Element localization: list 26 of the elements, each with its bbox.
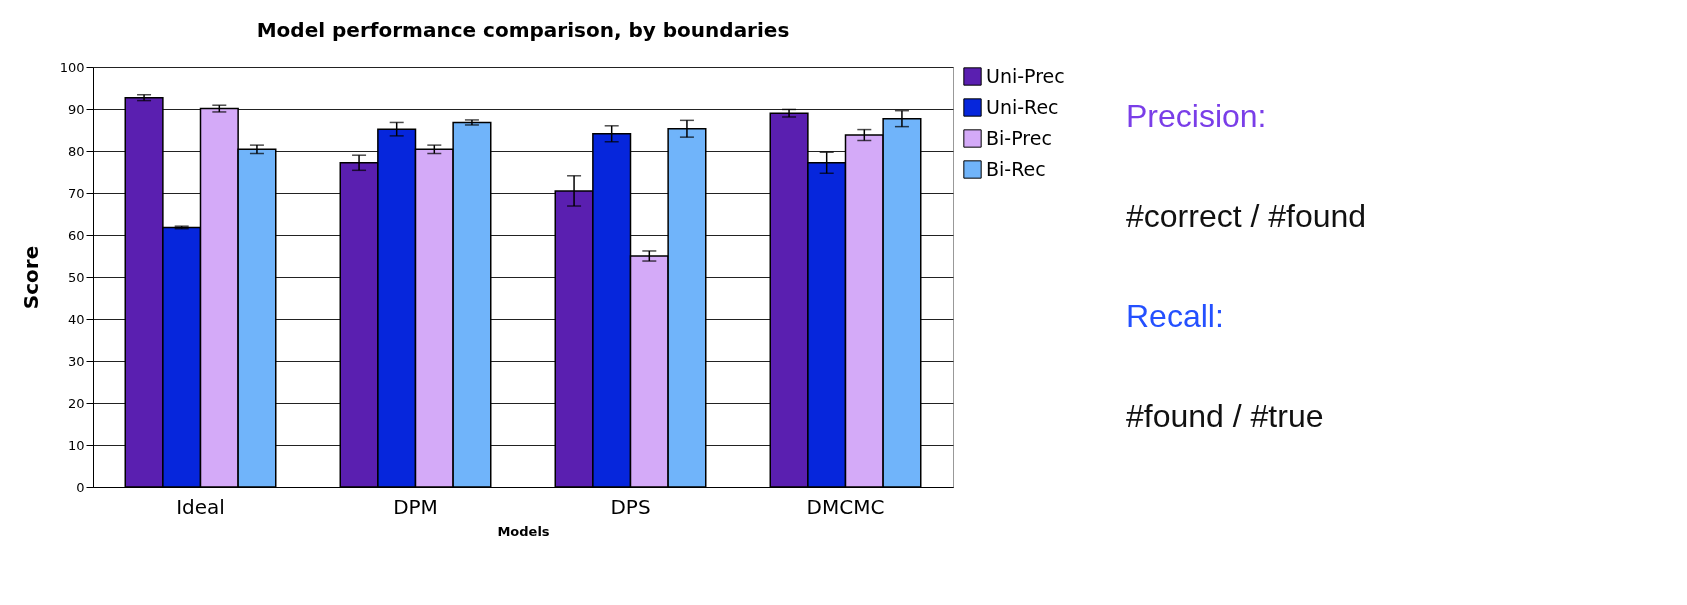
y-tick-label: 20 bbox=[67, 395, 85, 411]
y-tick-label: 40 bbox=[67, 311, 85, 327]
legend-label: Uni-Prec bbox=[986, 64, 1065, 87]
y-tick-label: 10 bbox=[67, 437, 85, 453]
y-tick-label: 0 bbox=[76, 479, 85, 495]
legend-label: Uni-Rec bbox=[986, 95, 1059, 118]
y-tick-label: 30 bbox=[67, 353, 85, 369]
x-tick-label: DMCMC bbox=[806, 494, 885, 519]
y-tick-label: 100 bbox=[59, 59, 85, 75]
x-tick-label: DPM bbox=[393, 494, 438, 519]
y-tick-label: 80 bbox=[67, 143, 85, 159]
text: #correct / #found bbox=[1126, 198, 1367, 234]
y-tick-label: 90 bbox=[67, 101, 85, 117]
x-tick-label: Ideal bbox=[176, 494, 225, 519]
x-axis-title: Models bbox=[497, 523, 550, 539]
chart-title: Model performance comparison, by boundaries bbox=[256, 18, 790, 42]
text: #found / #true bbox=[1126, 398, 1324, 434]
y-tick-label: 60 bbox=[67, 227, 85, 243]
text: Recall: bbox=[1126, 298, 1224, 334]
y-axis-title: Score bbox=[18, 245, 43, 310]
legend-label: Bi-Rec bbox=[986, 157, 1046, 180]
x-tick-label: DPS bbox=[610, 494, 651, 519]
y-tick-label: 70 bbox=[67, 185, 85, 201]
y-tick-label: 50 bbox=[67, 269, 85, 285]
text: Precision: bbox=[1126, 98, 1267, 134]
legend-label: Bi-Prec bbox=[986, 126, 1052, 149]
